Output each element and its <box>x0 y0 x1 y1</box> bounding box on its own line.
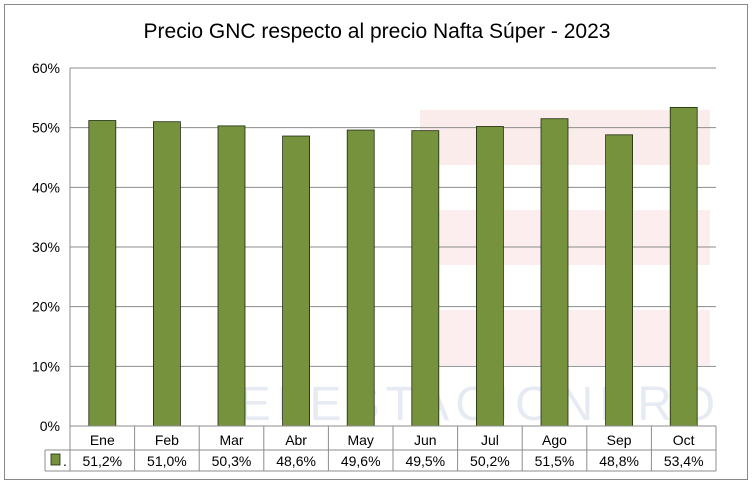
x-category-label: Abr <box>285 432 307 448</box>
y-tick-label: 0% <box>40 418 60 434</box>
data-table-value: 49,5% <box>405 453 445 469</box>
data-table-value: 49,6% <box>341 453 381 469</box>
x-category-label: Jul <box>481 432 499 448</box>
data-table-value: 48,8% <box>599 453 639 469</box>
legend-key <box>50 453 61 466</box>
legend-key-label: . <box>63 453 67 469</box>
bar-may <box>346 129 375 427</box>
bar-ago <box>540 118 569 427</box>
chart-title: Precio GNC respecto al precio Nafta Súpe… <box>143 20 611 43</box>
x-category-label: Oct <box>673 432 695 448</box>
data-table-value: 48,6% <box>276 453 316 469</box>
bar-mar <box>217 125 246 427</box>
x-category-label: Ago <box>542 432 567 448</box>
data-table-value: 50,3% <box>212 453 252 469</box>
y-tick-label: 30% <box>32 239 60 255</box>
bar-oct <box>669 106 698 427</box>
data-table-value: 51,2% <box>82 453 122 469</box>
data-table-value: 53,4% <box>664 453 704 469</box>
x-category-label: Sep <box>607 432 632 448</box>
x-category-label: Ene <box>90 432 115 448</box>
bar-jun <box>411 130 440 427</box>
x-category-label: Jun <box>414 432 437 448</box>
data-table-value: 51,5% <box>535 453 575 469</box>
y-tick-label: 20% <box>32 299 60 315</box>
x-category-label: Feb <box>155 432 179 448</box>
data-table-value: 51,0% <box>147 453 187 469</box>
bar-ene <box>88 120 117 427</box>
x-category-label: Mar <box>219 432 243 448</box>
y-tick-label: 60% <box>32 60 60 76</box>
x-category-label: May <box>347 432 373 448</box>
bar-sep <box>605 134 633 427</box>
y-tick-label: 50% <box>32 120 60 136</box>
bar-jul <box>475 126 504 427</box>
bar-feb <box>152 121 181 427</box>
data-table-value: 50,2% <box>470 453 510 469</box>
y-tick-label: 40% <box>32 179 60 195</box>
bar-abr <box>282 135 311 427</box>
y-tick-label: 10% <box>32 358 60 374</box>
